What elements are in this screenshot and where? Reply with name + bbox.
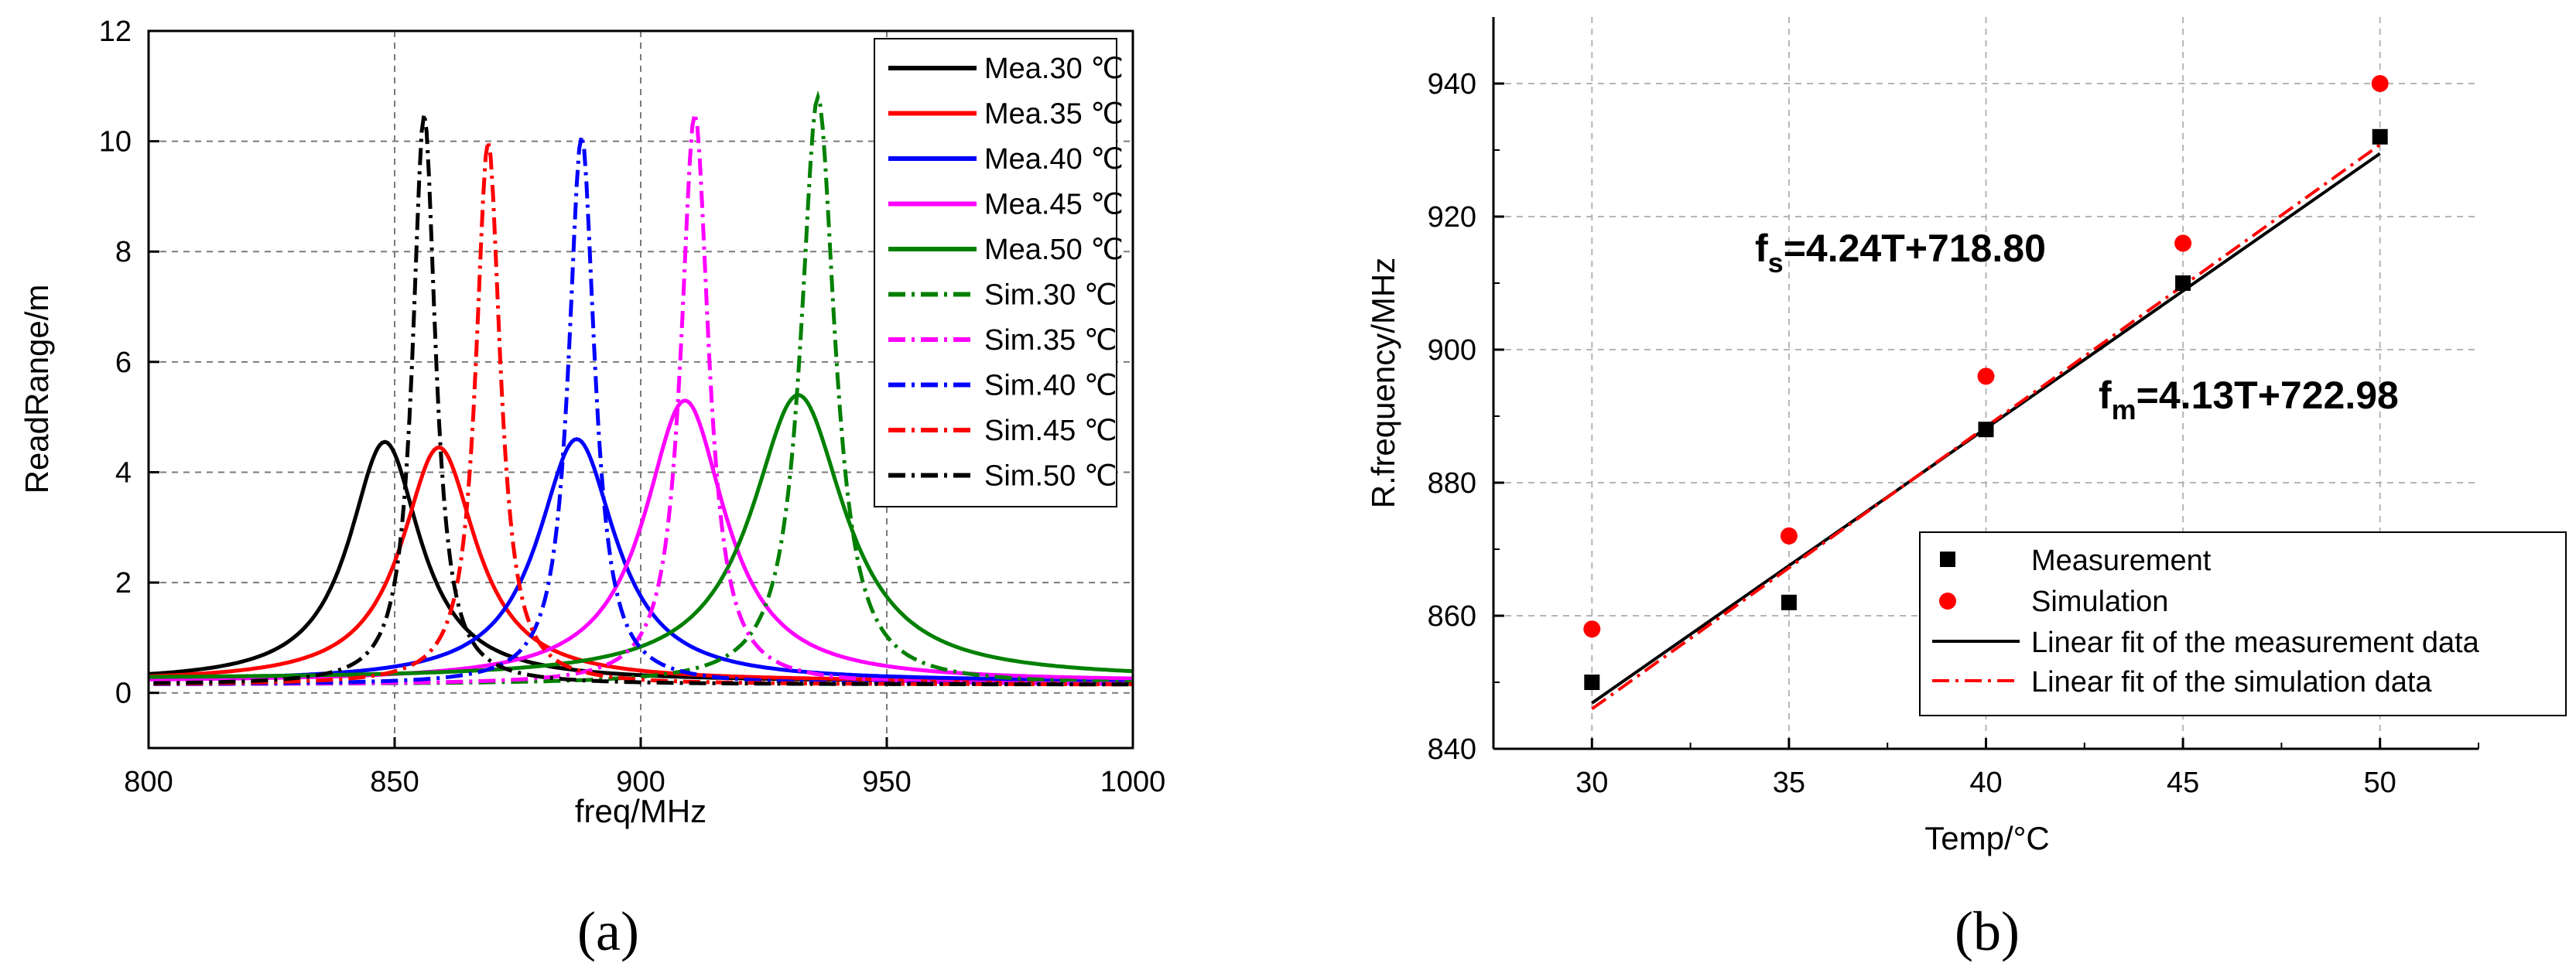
measurement-point [1584,675,1600,690]
chart-a-y-tick-label: 12 [99,15,132,48]
chart-b-y-tick-label: 880 [1428,467,1476,500]
meas-eq-symbol: f [2099,374,2112,417]
chart-a-series-line-5 [149,393,1133,679]
chart-a-legend-label: Sim.40 ℃ [984,370,1117,402]
chart-b-x-tick-label: 45 [2167,767,2199,799]
chart-a-legend-label: Mea.50 ℃ [984,234,1124,266]
measurement-point [1781,594,1797,610]
legend-sim-fit-label: Linear fit of the simulation data [2031,666,2432,699]
chart-b: 30 35 40 45 50 840 860 880 900 920 940 Temp/°C R.f… [1365,17,2567,962]
simulation-point [2174,234,2192,252]
chart-a-y-tick-label: 10 [99,126,132,159]
legend-meas-fit-label: Linear fit of the measurement data [2031,627,2480,659]
chart-a-x-axis-label: freq/MHz [575,793,706,829]
chart-a-series-lines [149,90,1133,687]
simulation-point [1977,367,1995,385]
chart-a-legend-label: Sim.50 ℃ [984,460,1117,493]
simulation-point [1583,620,1601,638]
chart-b-panel-label: (b) [1955,900,2020,962]
chart-b-x-tick-label: 35 [1773,767,1805,799]
chart-a-legend-label: Mea.30 ℃ [984,53,1124,85]
chart-a-x-tick-label: 1000 [1100,766,1166,798]
sim-eq-symbol: f [1755,227,1768,270]
chart-a-legend-label: Mea.45 ℃ [984,189,1124,221]
chart-a-x-tick-label: 950 [862,766,911,798]
chart-a-series-line-8 [153,135,1133,686]
chart-b-x-tick-label: 50 [2364,767,2396,799]
meas-fit-equation: fm=4.13T+722.98 [2099,374,2399,425]
chart-a-series-line-9 [153,141,1133,687]
chart-b-y-tick-label: 860 [1428,600,1476,633]
chart-b-y-tick-label: 840 [1428,733,1476,766]
chart-a-y-tick-label: 6 [115,347,132,379]
chart-a-y-tick-label: 4 [115,456,132,489]
chart-a-legend-label: Mea.35 ℃ [984,98,1124,131]
chart-b-legend-box [1919,531,2567,716]
chart-a-y-tick-label: 0 [115,678,132,710]
meas-eq-body: =4.13T+722.98 [2136,374,2399,417]
chart-b-x-axis-label: Temp/°C [1924,820,2050,856]
meas-eq-subscript: m [2112,394,2136,425]
chart-a-y-tick-label: 8 [115,236,132,268]
sim-eq-subscript: s [1768,247,1784,278]
chart-a-legend-label: Sim.45 ℃ [984,415,1117,447]
chart-a-y-axis-label: ReadRange/m [19,285,55,494]
chart-a-x-tick-label: 850 [370,766,419,798]
chart-a-legend-label: Sim.30 ℃ [984,279,1117,312]
legend-measurement-marker [1940,552,1955,567]
legend-measurement-label: Measurement [2031,545,2212,577]
measurement-point [1978,422,1994,438]
legend-simulation-label: Simulation [2031,586,2168,618]
chart-b-points [1583,75,2389,690]
chart-b-y-tick-label: 920 [1428,201,1476,234]
chart-a-ticks: 800 850 900 950 1000 0 2 4 6 8 10 12 [99,15,1166,798]
chart-b-ticks: 30 35 40 45 50 840 860 880 900 920 940 [1428,68,2479,799]
measurement-point [2372,128,2388,145]
chart-a-grid [149,31,1133,748]
simulation-point [2371,75,2389,92]
chart-a-x-tick-label: 800 [124,766,173,798]
chart-a-legend-label: Sim.35 ℃ [984,324,1117,357]
chart-b-legend: Measurement Simulation Linear fit of the… [1919,531,2567,716]
chart-b-x-tick-label: 30 [1575,767,1608,799]
simulation-point [1780,527,1798,545]
chart-b-y-axis-label: R.frequency/MHz [1365,258,1401,508]
chart-a-legend-box [874,38,1117,507]
legend-simulation-marker [1939,593,1956,610]
chart-b-x-tick-label: 40 [1969,767,2002,799]
chart-b-y-tick-label: 940 [1428,68,1476,101]
chart-a: 800 850 900 950 1000 0 2 4 6 8 10 12 freq/MHz ReadR… [19,15,1165,962]
chart-a-y-tick-label: 2 [115,567,132,600]
chart-a-panel-label: (a) [577,900,639,962]
chart-a-legend-label: Mea.40 ℃ [984,143,1124,176]
chart-a-series-line-10 [153,113,1133,687]
sim-fit-equation: fs=4.24T+718.80 [1755,227,2046,278]
chart-a-x-tick-label: 900 [616,766,665,798]
chart-b-y-tick-label: 900 [1428,334,1476,367]
sim-eq-body: =4.24T+718.80 [1784,227,2046,270]
measurement-point [2175,275,2191,291]
chart-a-legend: Mea.30 ℃ Mea.35 ℃ Mea.40 ℃ Mea.45 ℃ Mea.50 ℃… [874,38,1124,507]
